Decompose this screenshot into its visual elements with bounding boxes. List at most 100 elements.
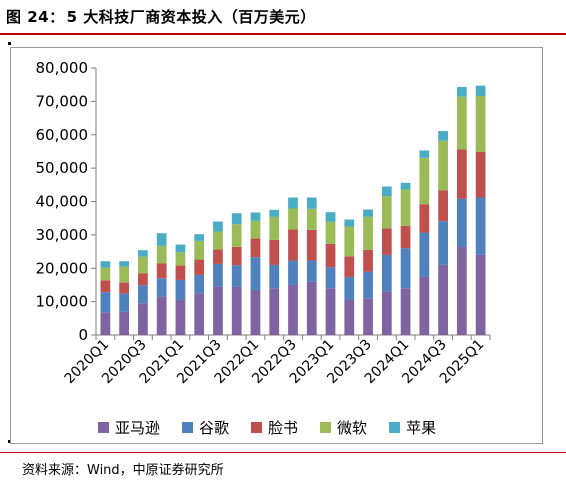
- bar-segment-谷歌-2025Q1: [475, 197, 486, 255]
- bar-segment-亚马逊-2021Q4: [231, 286, 242, 335]
- bar-segment-脸书-2020Q3: [138, 273, 148, 286]
- bar-segment-苹果-2022Q2: [269, 209, 280, 217]
- bar-segment-谷歌-2023Q4: [381, 254, 392, 292]
- bar-segment-微软-2025Q1: [475, 96, 486, 152]
- bar-segment-微软-2024Q4: [456, 96, 467, 150]
- bar-segment-谷歌-2020Q4: [156, 278, 167, 297]
- bar-segment-脸书-2023Q3: [363, 249, 373, 272]
- figure-label: 图 24：: [6, 8, 65, 26]
- legend-item: 谷歌: [182, 417, 229, 438]
- legend-item: 亚马逊: [98, 417, 160, 438]
- bar-segment-微软-2024Q1: [400, 189, 411, 226]
- legend-swatch: [320, 422, 332, 433]
- bar-segment-谷歌-2021Q3: [213, 263, 223, 287]
- bar-segment-苹果-2020Q2: [119, 261, 130, 267]
- bar-segment-亚马逊-2023Q1: [325, 288, 336, 335]
- bar-segment-苹果-2024Q1: [400, 182, 411, 190]
- legend-swatch: [98, 422, 109, 433]
- bar-segment-脸书-2022Q1: [250, 238, 261, 258]
- y-tick-label: 50,000: [36, 159, 89, 177]
- legend: 亚马逊 谷歌 脸书 微软 苹果: [98, 417, 436, 438]
- margin-dot-top: [8, 42, 11, 45]
- footer-rule: [0, 452, 566, 453]
- bar-segment-谷歌-2023Q1: [325, 267, 336, 289]
- bar-segment-亚马逊-2024Q4: [456, 246, 467, 335]
- bar-segment-脸书-2021Q1: [175, 265, 186, 280]
- bar-segment-亚马逊-2021Q3: [213, 286, 223, 335]
- bar-segment-苹果-2024Q2: [419, 150, 430, 158]
- bar-segment-微软-2023Q1: [325, 221, 336, 244]
- bar-segment-谷歌-2020Q3: [138, 285, 148, 304]
- bar-segment-微软-2022Q4: [306, 208, 317, 230]
- bar-segment-亚马逊-2023Q2: [344, 299, 355, 335]
- legend-item: 苹果: [389, 417, 436, 438]
- legend-swatch: [182, 422, 194, 433]
- bar-segment-苹果-2020Q3: [138, 250, 148, 257]
- chart-frame: [10, 47, 543, 444]
- bar-segment-亚马逊-2020Q1: [100, 312, 111, 335]
- y-tick-label: 30,000: [36, 226, 89, 244]
- bar-segment-谷歌-2020Q2: [119, 293, 130, 312]
- bar-segment-脸书-2021Q3: [213, 249, 223, 264]
- bar-segment-苹果-2021Q1: [175, 244, 186, 253]
- bar-segment-亚马逊-2024Q3: [438, 264, 448, 335]
- bar-segment-亚马逊-2022Q2: [269, 288, 280, 335]
- bar-segment-微软-2021Q1: [175, 252, 186, 266]
- bar-segment-谷歌-2022Q2: [269, 264, 280, 289]
- bar-segment-谷歌-2024Q1: [400, 248, 411, 289]
- bar-segment-微软-2022Q2: [269, 216, 280, 240]
- chart-title: 5 大科技厂商资本投入（百万美元）: [66, 8, 316, 26]
- bar-segment-脸书-2023Q1: [325, 243, 336, 268]
- bar-segment-脸书-2022Q4: [306, 229, 317, 261]
- legend-item: 微软: [320, 417, 367, 438]
- bar-segment-亚马逊-2022Q3: [288, 284, 298, 335]
- bar-segment-微软-2023Q2: [344, 226, 355, 257]
- y-tick-label: 70,000: [36, 92, 89, 110]
- y-tick-label: 40,000: [36, 193, 89, 211]
- bar-segment-脸书-2020Q4: [156, 263, 167, 279]
- bar-segment-亚马逊-2020Q3: [138, 303, 148, 335]
- bar-segment-苹果-2022Q3: [288, 197, 298, 209]
- bar-segment-脸书-2024Q3: [438, 190, 448, 222]
- bar-segment-微软-2021Q4: [231, 224, 242, 247]
- bar-segment-亚马逊-2023Q4: [381, 291, 392, 335]
- bar-segment-亚马逊-2024Q2: [419, 276, 430, 335]
- y-tick-label: 60,000: [36, 126, 89, 144]
- bar-segment-微软-2020Q1: [100, 267, 111, 281]
- bar-segment-微软-2021Q2: [194, 240, 205, 260]
- source-note: 资料来源：Wind，中原证券研究所: [22, 463, 224, 478]
- bar-segment-谷歌-2024Q3: [438, 221, 448, 265]
- bar-segment-谷歌-2023Q2: [344, 276, 355, 300]
- bar-segment-微软-2024Q2: [419, 157, 430, 205]
- bar-segment-脸书-2020Q1: [100, 280, 111, 293]
- bar-segment-谷歌-2022Q3: [288, 260, 298, 285]
- bar-segment-亚马逊-2021Q2: [194, 293, 205, 335]
- bar-segment-谷歌-2020Q1: [100, 292, 111, 313]
- bar-segment-脸书-2022Q2: [269, 239, 280, 265]
- bar-segment-苹果-2024Q3: [438, 131, 448, 141]
- bar-segment-微软-2021Q3: [213, 231, 223, 250]
- margin-dot-bottom: [8, 440, 11, 443]
- bar-segment-脸书-2023Q4: [381, 228, 392, 255]
- y-tick-label: 80,000: [36, 59, 89, 77]
- legend-item: 脸书: [251, 417, 298, 438]
- y-axis: 0 10,000 20,000 30,000 40,000 50,000 60,000 70,…: [36, 59, 97, 344]
- bar-segment-微软-2020Q4: [156, 245, 167, 264]
- bar-segment-苹果-2023Q1: [325, 212, 336, 222]
- legend-label: 脸书: [268, 419, 299, 437]
- bar-segment-微软-2024Q3: [438, 140, 448, 191]
- figure-title: 图 24： 5 大科技厂商资本投入（百万美元）: [6, 6, 316, 27]
- bar-segment-微软-2020Q3: [138, 256, 148, 274]
- bar-segment-苹果-2022Q4: [306, 197, 317, 209]
- bar-segment-脸书-2022Q3: [288, 229, 298, 261]
- bar-segment-亚马逊-2021Q1: [175, 299, 186, 335]
- bar-segment-亚马逊-2020Q2: [119, 311, 130, 335]
- bar-segment-脸书-2024Q1: [400, 225, 411, 249]
- y-tick-label: 0: [78, 326, 88, 344]
- bar-segment-苹果-2022Q1: [250, 212, 261, 221]
- bar-segment-苹果-2025Q1: [475, 85, 486, 97]
- bar-segment-谷歌-2021Q1: [175, 279, 186, 300]
- legend-label: 亚马逊: [115, 419, 161, 437]
- bar-segment-谷歌-2022Q1: [250, 257, 261, 290]
